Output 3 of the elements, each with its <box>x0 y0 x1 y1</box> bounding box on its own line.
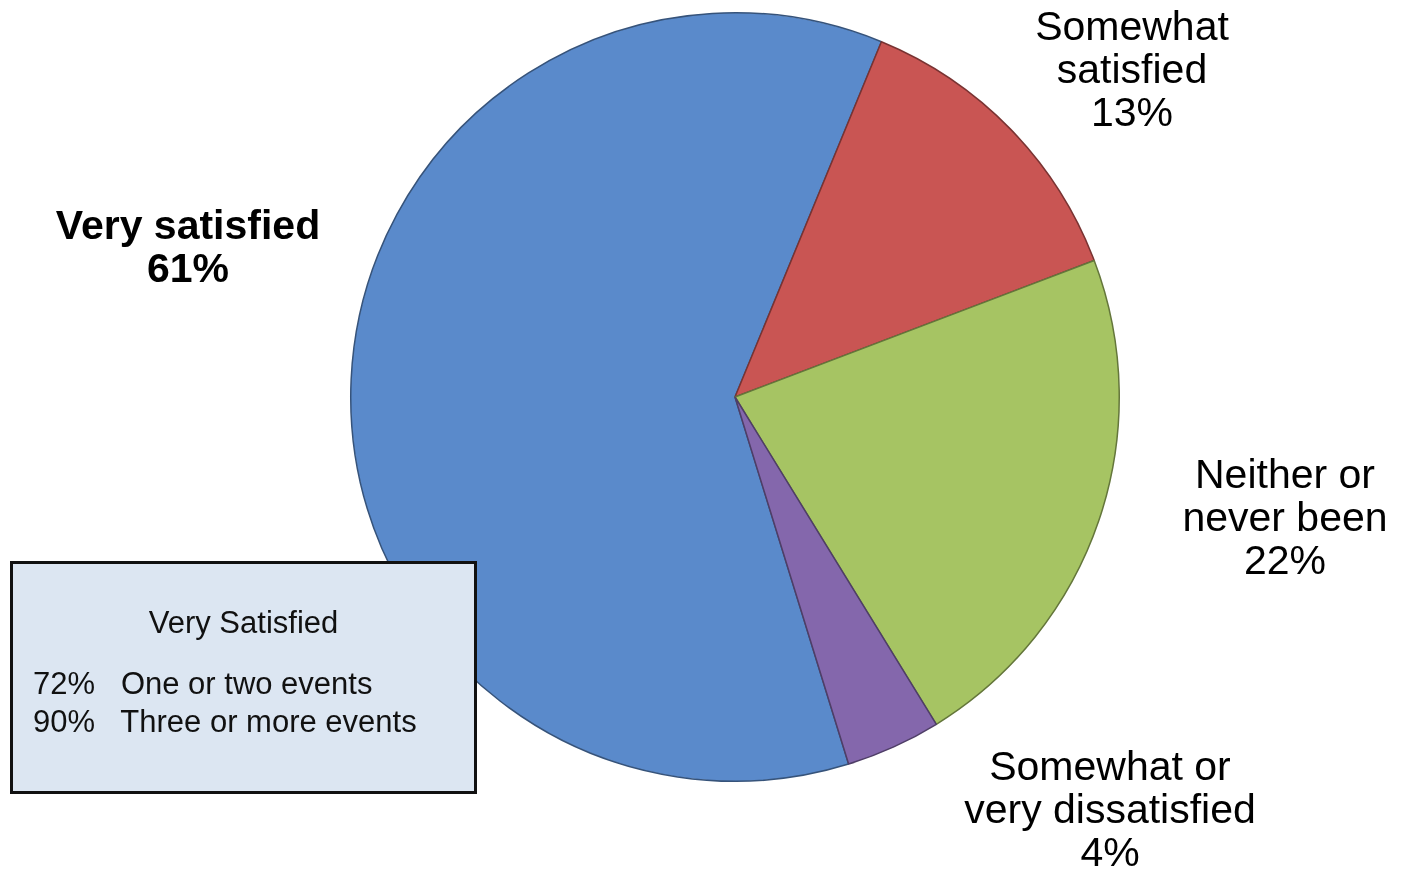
text: 90% Three or more events <box>33 703 417 741</box>
text: 72% One or two events <box>33 665 373 703</box>
text: Very Satisfied <box>147 604 340 642</box>
